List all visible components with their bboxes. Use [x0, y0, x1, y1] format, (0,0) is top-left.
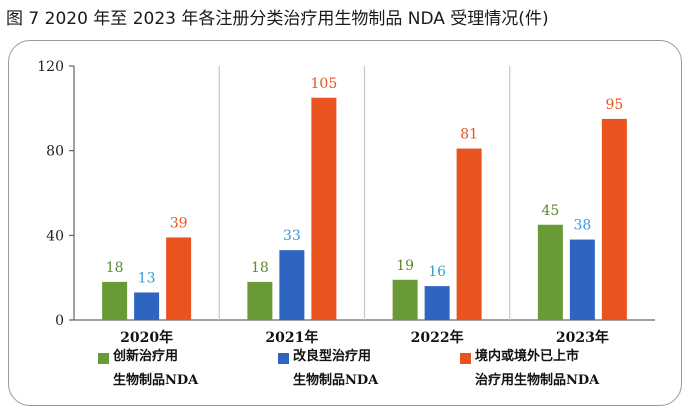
- legend-swatch-orange: [460, 353, 471, 364]
- y-tick-label: 40: [46, 228, 64, 244]
- bar-value-label: 38: [573, 218, 591, 234]
- bar-value-label: 39: [170, 215, 188, 231]
- x-tick-label: 2022年: [411, 329, 464, 346]
- bar: [247, 281, 273, 320]
- legend-swatch-green: [98, 353, 109, 364]
- y-tick-label: 0: [55, 313, 64, 329]
- bar: [424, 286, 450, 320]
- bar-value-label: 19: [396, 258, 414, 274]
- bar-value-label: 81: [460, 127, 478, 143]
- bar-value-label: 33: [283, 228, 301, 244]
- legend-item-improved: 改良型治疗用 生物制品NDA: [278, 349, 379, 393]
- bar-value-label: 95: [605, 97, 623, 113]
- legend-swatch-blue: [278, 353, 289, 364]
- legend-label-line1: 创新治疗用: [113, 349, 179, 364]
- bar: [601, 118, 627, 321]
- bar-value-label: 16: [428, 264, 446, 280]
- legend-label-line1: 境内或境外已上市: [475, 349, 580, 364]
- legend-label-line2: 生物制品NDA: [293, 373, 379, 388]
- bar: [279, 250, 305, 320]
- bar-value-label: 45: [541, 203, 559, 219]
- chart-frame: [8, 40, 682, 406]
- bar-value-label: 18: [251, 260, 269, 276]
- legend-item-innovative: 创新治疗用 生物制品NDA: [98, 349, 199, 393]
- figure-title: 图 7 2020 年至 2023 年各注册分类治疗用生物制品 NDA 受理情况(…: [6, 9, 549, 29]
- bar-value-label: 13: [138, 270, 156, 286]
- bar: [311, 97, 337, 320]
- x-tick-label: 2021年: [265, 329, 318, 346]
- bar: [456, 148, 482, 320]
- bar: [569, 239, 595, 320]
- legend-label-line1: 改良型治疗用: [293, 349, 372, 364]
- legend-label-line2: 治疗用生物制品NDA: [475, 373, 600, 388]
- x-tick-label: 2023年: [556, 329, 609, 346]
- x-tick-label: 2020年: [120, 329, 173, 346]
- y-tick-label: 80: [46, 144, 64, 160]
- legend-label-line2: 生物制品NDA: [113, 373, 199, 388]
- bar-value-label: 18: [106, 260, 124, 276]
- bar: [102, 281, 128, 320]
- bar: [392, 279, 418, 320]
- bar: [166, 237, 192, 320]
- bar: [134, 292, 160, 320]
- y-tick-label: 120: [37, 59, 64, 75]
- legend-item-marketed: 境内或境外已上市 治疗用生物制品NDA: [460, 349, 600, 393]
- bar: [537, 224, 563, 320]
- bar-value-label: 105: [311, 76, 338, 92]
